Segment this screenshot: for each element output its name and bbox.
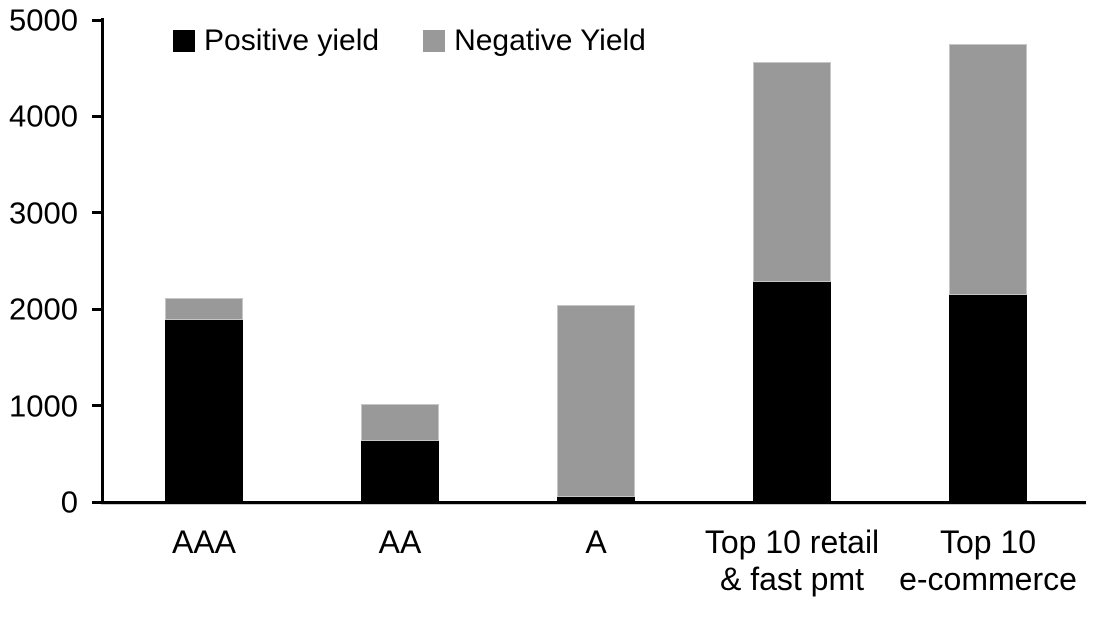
- x-category-label-a: A: [585, 524, 607, 560]
- legend: Positive yield Negative Yield: [173, 26, 646, 56]
- x-category-label-top-10: Top 10 e-commerce: [899, 524, 1077, 597]
- y-tick-mark-3000: [92, 211, 101, 214]
- bar-segment-negative-yield-a: [557, 305, 635, 497]
- legend-item-negative-yield: Negative Yield: [423, 26, 646, 56]
- y-tick-label-5000: 5000: [9, 2, 78, 38]
- y-tick-label-1000: 1000: [9, 388, 78, 424]
- x-category-label-aa: AA: [378, 524, 422, 560]
- bar-segment-positive-yield-aa: [361, 441, 439, 501]
- legend-item-positive-yield: Positive yield: [173, 26, 379, 56]
- bar-segment-positive-yield-aaa: [165, 320, 243, 501]
- x-axis-line: [101, 501, 1086, 504]
- x-category-label-top-10-retail: Top 10 retail & fast pmt: [704, 524, 880, 597]
- x-category-label-aaa: AAA: [171, 524, 237, 560]
- legend-swatch-positive-yield: [173, 30, 195, 52]
- bar-segment-positive-yield-a: [557, 497, 635, 501]
- bar-segment-negative-yield-top-10-retail: [753, 62, 831, 282]
- y-tick-mark-1000: [92, 404, 101, 407]
- legend-swatch-negative-yield: [423, 30, 446, 52]
- y-tick-mark-4000: [92, 115, 101, 118]
- legend-label-negative-yield: Negative Yield: [454, 24, 646, 57]
- y-tick-label-3000: 3000: [9, 195, 78, 231]
- bar-segment-negative-yield-aaa: [165, 298, 243, 320]
- y-tick-label-2000: 2000: [9, 291, 78, 327]
- y-tick-mark-5000: [92, 19, 101, 22]
- legend-label-positive-yield: Positive yield: [204, 24, 380, 57]
- y-tick-label-4000: 4000: [9, 98, 78, 134]
- y-axis-line: [101, 18, 104, 505]
- y-tick-mark-2000: [92, 308, 101, 311]
- bar-segment-negative-yield-top-10: [949, 44, 1027, 295]
- y-tick-mark-0: [92, 501, 101, 504]
- x-axis-shadow-line: [101, 504, 1086, 505]
- bar-segment-positive-yield-top-10-retail: [753, 282, 831, 501]
- bar-segment-positive-yield-top-10: [949, 295, 1027, 501]
- bar-segment-negative-yield-aa: [361, 404, 439, 441]
- y-tick-label-0: 0: [60, 484, 78, 520]
